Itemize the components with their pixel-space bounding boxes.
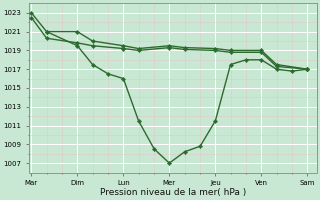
X-axis label: Pression niveau de la mer( hPa ): Pression niveau de la mer( hPa )	[100, 188, 246, 197]
